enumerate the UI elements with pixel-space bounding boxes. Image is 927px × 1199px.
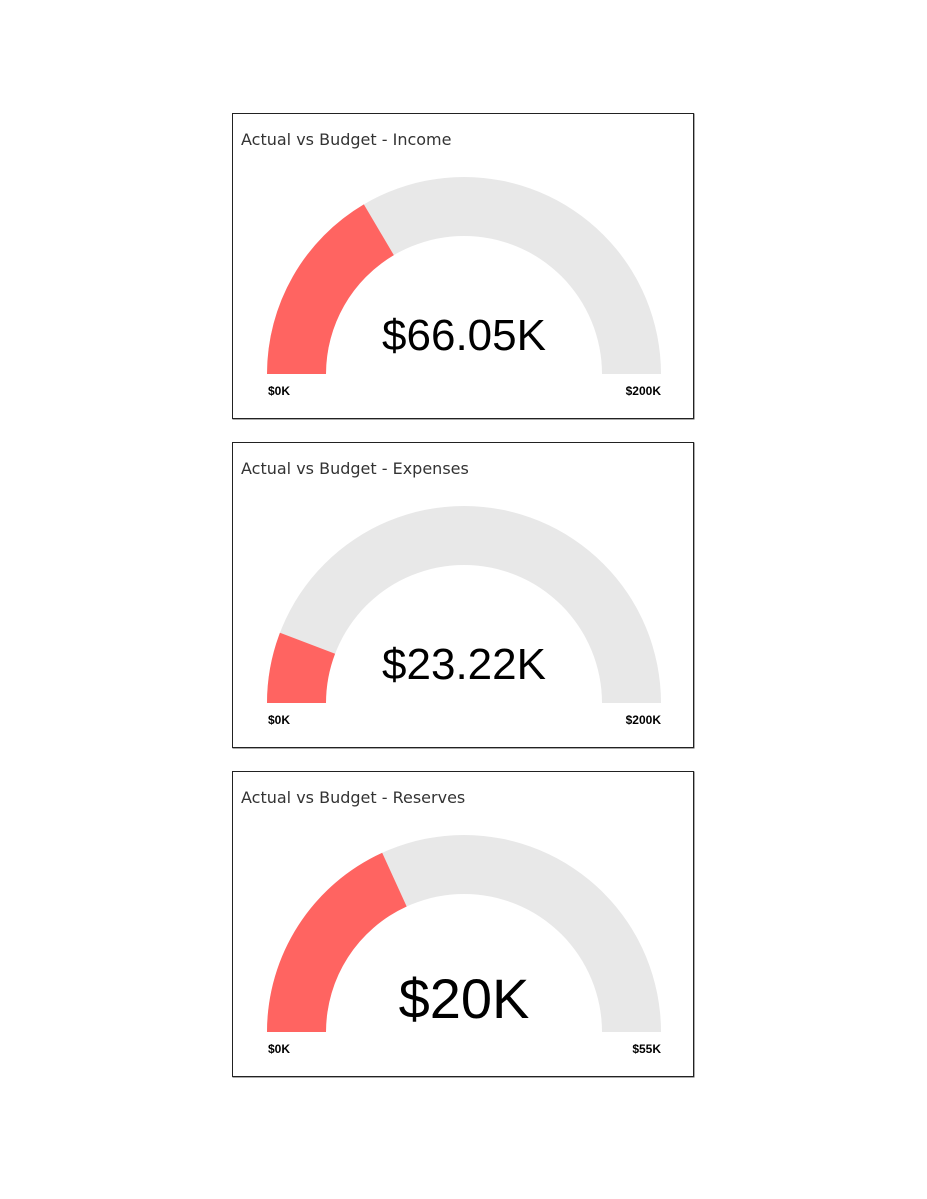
- gauge-chart: $66.05K $0K $200K: [267, 177, 662, 398]
- gauge-title: Actual vs Budget - Expenses: [241, 459, 469, 478]
- gauge-title: Actual vs Budget - Income: [241, 130, 452, 149]
- gauge-track-arc: [267, 506, 661, 703]
- gauge-max-label: $55K: [632, 1042, 661, 1056]
- gauge-card-income[interactable]: Actual vs Budget - Income $66.05K $0K $2…: [232, 113, 694, 419]
- gauge-title: Actual vs Budget - Reserves: [241, 788, 466, 807]
- gauge-value-label: $66.05K: [382, 311, 546, 360]
- gauge-value-arc: [267, 852, 407, 1032]
- gauge-min-label: $0K: [268, 1042, 290, 1056]
- gauge-value-label: $20K: [399, 967, 530, 1030]
- gauge-chart: $23.22K $0K $200K: [267, 506, 662, 727]
- gauge-max-label: $200K: [626, 713, 662, 727]
- gauge-min-label: $0K: [268, 384, 290, 398]
- gauge-value-arc: [267, 204, 394, 374]
- gauge-card-expenses[interactable]: Actual vs Budget - Expenses $23.22K $0K …: [232, 442, 694, 748]
- gauge-chart: $20K $0K $55K: [267, 835, 661, 1056]
- gauge-value-label: $23.22K: [382, 640, 546, 689]
- gauge-card-reserves[interactable]: Actual vs Budget - Reserves $20K $0K $55…: [232, 771, 694, 1077]
- gauge-min-label: $0K: [268, 713, 290, 727]
- gauge-max-label: $200K: [626, 384, 662, 398]
- gauge-value-arc: [267, 632, 336, 703]
